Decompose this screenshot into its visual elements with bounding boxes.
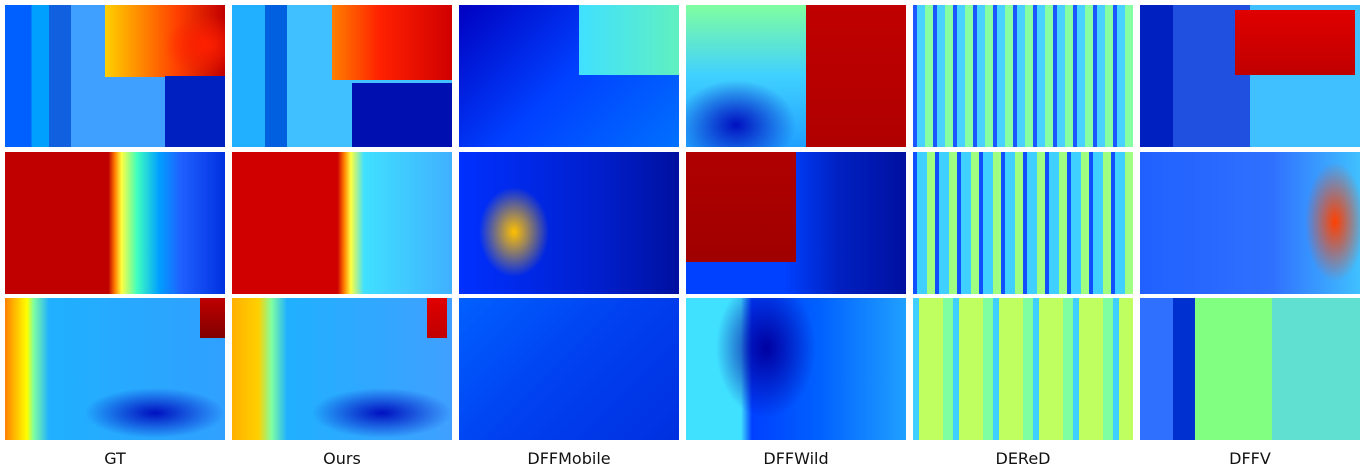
depth-map (1140, 152, 1360, 294)
depth-map (5, 298, 225, 440)
depth-map (232, 298, 452, 440)
column-label: DFFWild (686, 449, 906, 468)
column-label: DFFMobile (459, 449, 679, 468)
depth-map (5, 152, 225, 294)
figure: GT Ours DFFMobile DFFWild DEReD DFFV (()… (0, 0, 1369, 476)
column-label: DFFV (1140, 449, 1360, 468)
column-label: DEReD (913, 449, 1133, 468)
depth-map (1140, 298, 1360, 440)
depth-map (913, 5, 1133, 147)
depth-map (459, 5, 679, 147)
depth-map (459, 152, 679, 294)
depth-map (1140, 5, 1360, 147)
depth-map (232, 152, 452, 294)
column-label: Ours (232, 449, 452, 468)
column-label: GT (5, 449, 225, 468)
depth-map (232, 5, 452, 147)
depth-map (686, 298, 906, 440)
depth-map (686, 5, 906, 147)
depth-map (686, 152, 906, 294)
depth-map (5, 5, 225, 147)
depth-map (913, 298, 1133, 440)
depth-map (913, 152, 1133, 294)
depth-map (459, 298, 679, 440)
